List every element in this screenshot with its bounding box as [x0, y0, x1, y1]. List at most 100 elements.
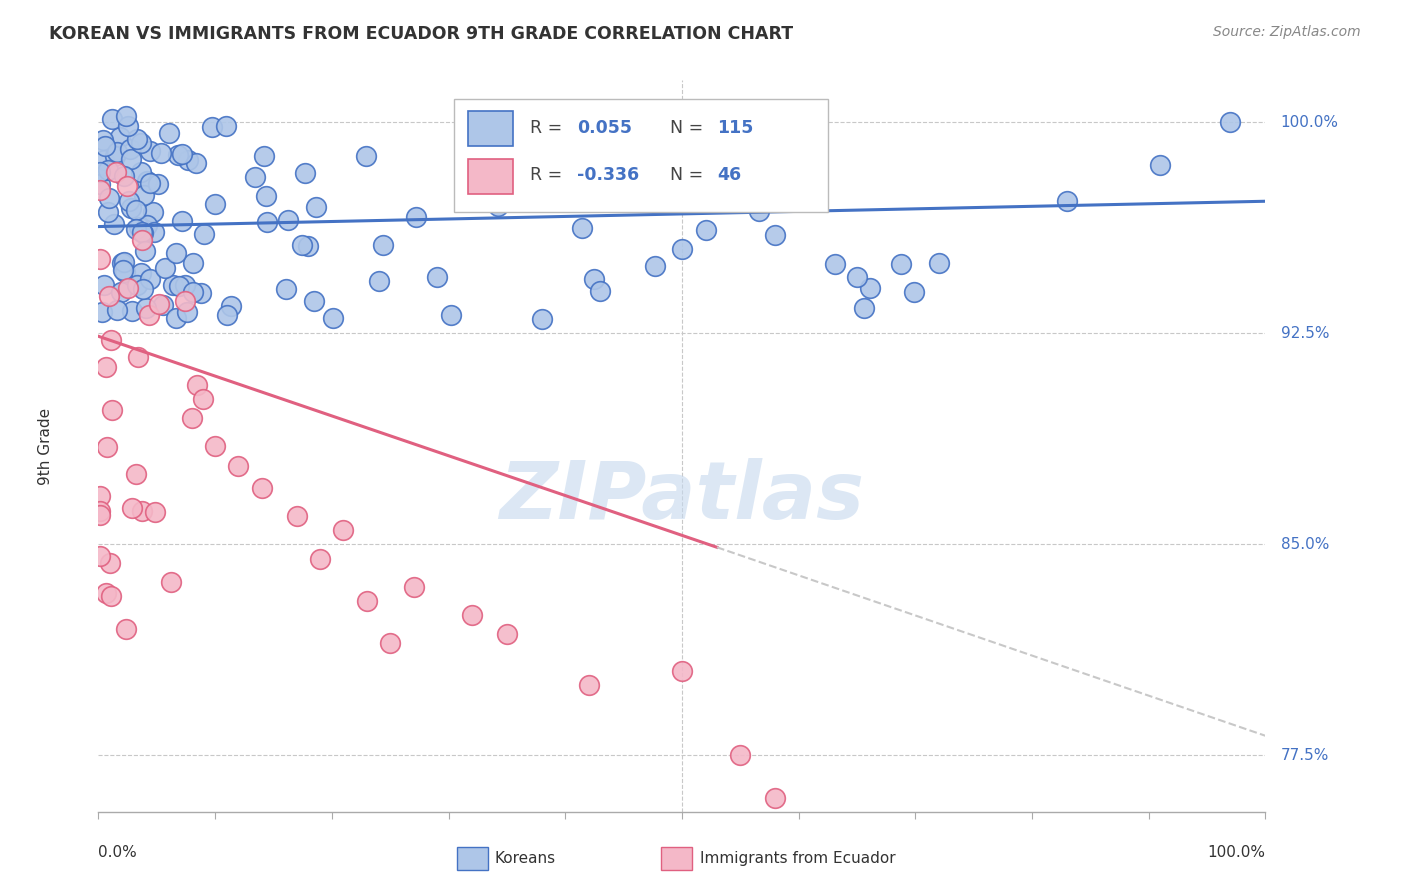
Point: [121, 304, 143, 318]
Point: [132, 187, 155, 202]
Point: [302, 294, 325, 309]
Point: [853, 301, 876, 315]
Point: [131, 136, 153, 151]
Point: [91, 305, 114, 319]
Point: [138, 308, 160, 322]
Point: [181, 256, 204, 270]
Point: [530, 312, 553, 326]
Point: [89, 252, 111, 267]
Text: N =: N =: [671, 167, 703, 185]
Point: [928, 256, 950, 270]
Point: [110, 130, 132, 145]
Point: [96, 441, 118, 455]
Point: [763, 227, 786, 242]
Point: [96, 585, 118, 599]
Point: [117, 179, 139, 194]
Point: [193, 392, 215, 407]
Point: [132, 282, 155, 296]
Point: [89, 549, 111, 564]
Point: [115, 109, 138, 123]
Point: [112, 254, 135, 268]
Point: [100, 333, 122, 347]
Point: [177, 153, 200, 168]
Text: 115: 115: [717, 119, 754, 136]
Point: [118, 194, 141, 209]
Point: [142, 205, 165, 219]
Point: [131, 233, 153, 247]
Point: [181, 285, 204, 299]
Point: [215, 119, 238, 133]
Text: R =: R =: [530, 119, 562, 136]
Point: [903, 285, 925, 299]
Point: [170, 214, 193, 228]
Point: [644, 259, 666, 273]
Point: [763, 790, 786, 805]
Point: [150, 146, 173, 161]
Point: [129, 165, 152, 179]
Point: [671, 242, 693, 256]
Point: [136, 174, 159, 188]
Point: [89, 177, 111, 191]
Text: N =: N =: [671, 119, 703, 136]
Point: [695, 222, 717, 236]
Point: [217, 308, 239, 322]
Text: 46: 46: [717, 167, 741, 185]
Point: [120, 152, 142, 166]
Point: [290, 238, 312, 252]
Point: [170, 146, 193, 161]
Point: [322, 310, 344, 325]
Point: [571, 221, 593, 235]
Point: [380, 636, 402, 650]
Point: [294, 166, 316, 180]
Text: 77.5%: 77.5%: [1281, 748, 1329, 763]
Point: [117, 281, 139, 295]
Point: [128, 220, 150, 235]
Text: Source: ZipAtlas.com: Source: ZipAtlas.com: [1213, 25, 1361, 39]
Point: [101, 112, 124, 127]
Point: [204, 197, 226, 211]
FancyBboxPatch shape: [454, 99, 828, 212]
Point: [186, 378, 208, 392]
Point: [461, 607, 484, 622]
Point: [98, 556, 121, 570]
Point: [134, 244, 156, 259]
Point: [131, 225, 153, 239]
Point: [748, 203, 770, 218]
Point: [174, 277, 197, 292]
Point: [277, 212, 299, 227]
Point: [104, 149, 127, 163]
Point: [253, 149, 276, 163]
Point: [152, 298, 174, 312]
Text: 0.0%: 0.0%: [98, 846, 138, 861]
Point: [162, 277, 184, 292]
Point: [129, 266, 152, 280]
Point: [160, 574, 183, 589]
Point: [846, 270, 869, 285]
Point: [176, 305, 198, 319]
Point: [228, 458, 250, 473]
Text: ZIPatlas: ZIPatlas: [499, 458, 865, 536]
Point: [157, 126, 180, 140]
Text: Immigrants from Ecuador: Immigrants from Ecuador: [700, 852, 896, 866]
Point: [167, 278, 190, 293]
Point: [89, 164, 111, 178]
Text: KOREAN VS IMMIGRANTS FROM ECUADOR 9TH GRADE CORRELATION CHART: KOREAN VS IMMIGRANTS FROM ECUADOR 9TH GR…: [49, 25, 793, 43]
Point: [440, 308, 463, 322]
Point: [354, 149, 377, 163]
Point: [111, 255, 134, 269]
Text: 100.0%: 100.0%: [1208, 846, 1265, 861]
Point: [127, 350, 149, 364]
Point: [125, 277, 148, 292]
Point: [520, 170, 543, 185]
Point: [174, 293, 197, 308]
Point: [582, 272, 605, 286]
Point: [97, 289, 120, 303]
Point: [112, 169, 135, 184]
Text: Koreans: Koreans: [495, 852, 555, 866]
Point: [486, 198, 509, 212]
Point: [367, 274, 389, 288]
Text: 85.0%: 85.0%: [1281, 537, 1329, 552]
Point: [1149, 158, 1171, 172]
Point: [97, 162, 120, 177]
Point: [93, 278, 115, 293]
